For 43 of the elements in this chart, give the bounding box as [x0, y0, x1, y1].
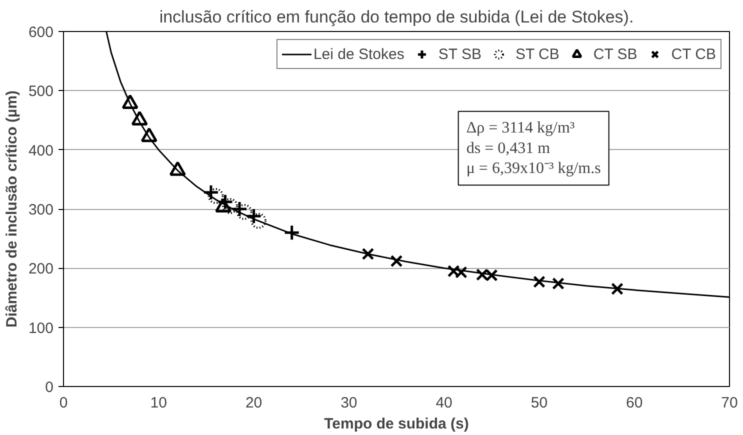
- point: [131, 110, 148, 126]
- point: [215, 198, 232, 213]
- point: [552, 277, 564, 290]
- x-tick-label: 30: [340, 394, 358, 412]
- legend-label: ST SB: [438, 46, 482, 62]
- point: [208, 188, 224, 204]
- x-tick-label: 50: [530, 394, 548, 412]
- point: [236, 204, 252, 220]
- legend-label: CT SB: [593, 46, 638, 62]
- y-tick-label: 400: [28, 142, 54, 160]
- x-tick-label: 70: [721, 394, 738, 412]
- point: [246, 208, 262, 224]
- y-tick-label: 500: [28, 83, 54, 100]
- y-tick-label: 600: [28, 24, 54, 41]
- x-tick-label: 60: [626, 394, 643, 412]
- point: [140, 127, 158, 142]
- point: [222, 198, 238, 214]
- y-tick-label: 300: [28, 202, 54, 218]
- y-tick-label: 100: [28, 320, 54, 337]
- y-tick-label: 200: [28, 260, 54, 278]
- point: [284, 224, 300, 241]
- point: [202, 184, 220, 201]
- point: [231, 200, 248, 218]
- point: [611, 282, 624, 296]
- legend-label: Lei de Stokes: [313, 46, 404, 62]
- point: [216, 194, 234, 210]
- legend-label: CT CB: [671, 46, 716, 62]
- y-tick-label: 0: [45, 379, 54, 396]
- x-tick-label: 40: [436, 394, 452, 412]
- point: [390, 254, 403, 268]
- y-axis-title: Diâmetro de inclusão crítico (µm): [3, 90, 20, 328]
- point: [169, 161, 186, 176]
- chart-title: inclusão crítico em função do tempo de subida (Lei de Stokes).: [159, 8, 634, 26]
- point: [250, 212, 267, 229]
- legend-label: ST CB: [515, 46, 560, 62]
- annotation: Δρ = 3114 kg/m³ ds = 0,431 m μ = 6,39x10⁻³ kg/m.s: [466, 119, 601, 178]
- point: [122, 94, 138, 109]
- x-tick-label: 10: [150, 394, 167, 412]
- x-tick-label: 20: [245, 394, 262, 412]
- point: [362, 248, 374, 260]
- x-axis-title: Tempo de subida (s): [324, 416, 469, 432]
- x-tick-label: 0: [59, 394, 68, 412]
- point: [533, 276, 546, 288]
